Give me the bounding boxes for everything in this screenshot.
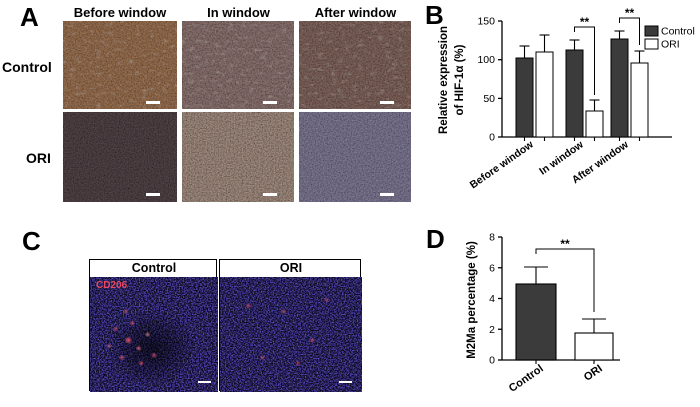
svg-text:4: 4 [489,293,495,305]
svg-text:M2Ma percentage (%): M2Ma percentage (%) [466,241,478,359]
svg-text:ORI: ORI [582,363,605,384]
svg-text:**: ** [560,237,570,251]
svg-text:Control: Control [507,363,546,395]
svg-text:8: 8 [489,232,495,244]
svg-text:0: 0 [489,355,495,367]
svg-text:2: 2 [489,324,495,336]
svg-text:6: 6 [489,262,495,274]
